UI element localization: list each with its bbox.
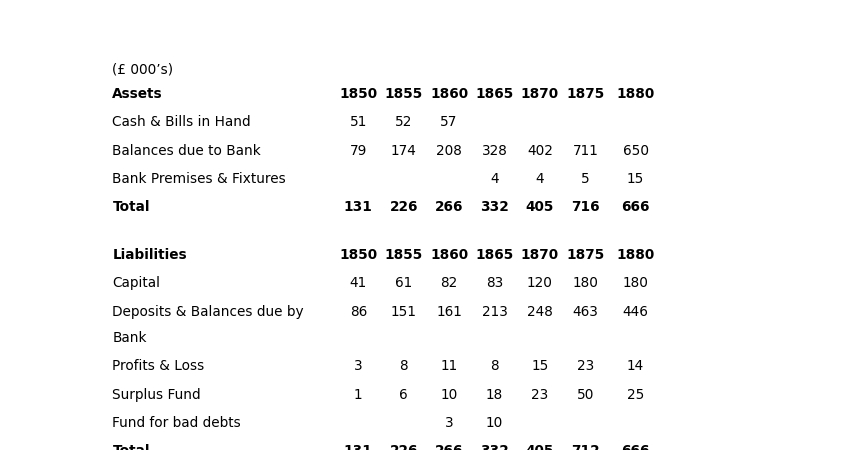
Text: Bank Premises & Fixtures: Bank Premises & Fixtures bbox=[112, 172, 286, 186]
Text: 25: 25 bbox=[626, 387, 643, 401]
Text: 83: 83 bbox=[486, 276, 503, 290]
Text: 86: 86 bbox=[350, 305, 367, 319]
Text: Assets: Assets bbox=[112, 87, 163, 101]
Text: 131: 131 bbox=[344, 200, 372, 215]
Text: 402: 402 bbox=[526, 144, 552, 158]
Text: 1870: 1870 bbox=[520, 248, 559, 262]
Text: 332: 332 bbox=[480, 445, 508, 450]
Text: 15: 15 bbox=[626, 172, 643, 186]
Text: 1880: 1880 bbox=[616, 87, 653, 101]
Text: 174: 174 bbox=[390, 144, 416, 158]
Text: 4: 4 bbox=[535, 172, 543, 186]
Text: 52: 52 bbox=[394, 115, 412, 129]
Text: 328: 328 bbox=[481, 144, 507, 158]
Text: 82: 82 bbox=[440, 276, 457, 290]
Text: 23: 23 bbox=[530, 387, 548, 401]
Text: 711: 711 bbox=[572, 144, 598, 158]
Text: 1870: 1870 bbox=[520, 87, 559, 101]
Text: Liabilities: Liabilities bbox=[112, 248, 187, 262]
Text: 226: 226 bbox=[389, 200, 418, 215]
Text: 10: 10 bbox=[486, 416, 503, 430]
Text: 1860: 1860 bbox=[430, 87, 468, 101]
Text: 1865: 1865 bbox=[475, 87, 513, 101]
Text: 405: 405 bbox=[525, 445, 554, 450]
Text: 6: 6 bbox=[399, 387, 407, 401]
Text: 3: 3 bbox=[354, 359, 362, 373]
Text: 1: 1 bbox=[354, 387, 362, 401]
Text: 248: 248 bbox=[526, 305, 552, 319]
Text: Fund for bad debts: Fund for bad debts bbox=[112, 416, 241, 430]
Text: 61: 61 bbox=[394, 276, 412, 290]
Text: 4: 4 bbox=[490, 172, 499, 186]
Text: 266: 266 bbox=[434, 445, 463, 450]
Text: 8: 8 bbox=[399, 359, 407, 373]
Text: Bank: Bank bbox=[112, 331, 146, 345]
Text: 161: 161 bbox=[436, 305, 461, 319]
Text: 405: 405 bbox=[525, 200, 554, 215]
Text: 666: 666 bbox=[621, 200, 649, 215]
Text: 10: 10 bbox=[440, 387, 457, 401]
Text: 716: 716 bbox=[571, 200, 599, 215]
Text: 180: 180 bbox=[572, 276, 598, 290]
Text: 180: 180 bbox=[622, 276, 647, 290]
Text: 226: 226 bbox=[389, 445, 418, 450]
Text: 1860: 1860 bbox=[430, 248, 468, 262]
Text: 1875: 1875 bbox=[566, 248, 604, 262]
Text: (£ 000’s): (£ 000’s) bbox=[112, 63, 173, 76]
Text: 712: 712 bbox=[571, 445, 599, 450]
Text: 666: 666 bbox=[621, 445, 649, 450]
Text: 1875: 1875 bbox=[566, 87, 604, 101]
Text: 79: 79 bbox=[350, 144, 367, 158]
Text: 446: 446 bbox=[622, 305, 647, 319]
Text: 41: 41 bbox=[350, 276, 367, 290]
Text: Capital: Capital bbox=[112, 276, 160, 290]
Text: 213: 213 bbox=[481, 305, 507, 319]
Text: Total: Total bbox=[112, 445, 150, 450]
Text: 1855: 1855 bbox=[384, 248, 423, 262]
Text: 1850: 1850 bbox=[339, 248, 377, 262]
Text: 57: 57 bbox=[440, 115, 457, 129]
Text: Deposits & Balances due by: Deposits & Balances due by bbox=[112, 305, 304, 319]
Text: 5: 5 bbox=[580, 172, 589, 186]
Text: 3: 3 bbox=[444, 416, 453, 430]
Text: Balances due to Bank: Balances due to Bank bbox=[112, 144, 261, 158]
Text: 332: 332 bbox=[480, 200, 508, 215]
Text: 1850: 1850 bbox=[339, 87, 377, 101]
Text: 23: 23 bbox=[576, 359, 593, 373]
Text: 463: 463 bbox=[572, 305, 598, 319]
Text: 151: 151 bbox=[390, 305, 416, 319]
Text: 208: 208 bbox=[436, 144, 461, 158]
Text: 8: 8 bbox=[490, 359, 499, 373]
Text: 50: 50 bbox=[576, 387, 593, 401]
Text: Surplus Fund: Surplus Fund bbox=[112, 387, 201, 401]
Text: 51: 51 bbox=[350, 115, 367, 129]
Text: 15: 15 bbox=[530, 359, 548, 373]
Text: 650: 650 bbox=[622, 144, 647, 158]
Text: 1855: 1855 bbox=[384, 87, 423, 101]
Text: 1865: 1865 bbox=[475, 248, 513, 262]
Text: 120: 120 bbox=[526, 276, 552, 290]
Text: Total: Total bbox=[112, 200, 150, 215]
Text: Cash & Bills in Hand: Cash & Bills in Hand bbox=[112, 115, 251, 129]
Text: 14: 14 bbox=[626, 359, 643, 373]
Text: 131: 131 bbox=[344, 445, 372, 450]
Text: 1880: 1880 bbox=[616, 248, 653, 262]
Text: 18: 18 bbox=[486, 387, 503, 401]
Text: 11: 11 bbox=[440, 359, 457, 373]
Text: 266: 266 bbox=[434, 200, 463, 215]
Text: Profits & Loss: Profits & Loss bbox=[112, 359, 204, 373]
